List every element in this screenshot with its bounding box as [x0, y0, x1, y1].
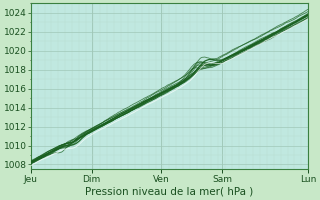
- X-axis label: Pression niveau de la mer( hPa ): Pression niveau de la mer( hPa ): [85, 187, 254, 197]
